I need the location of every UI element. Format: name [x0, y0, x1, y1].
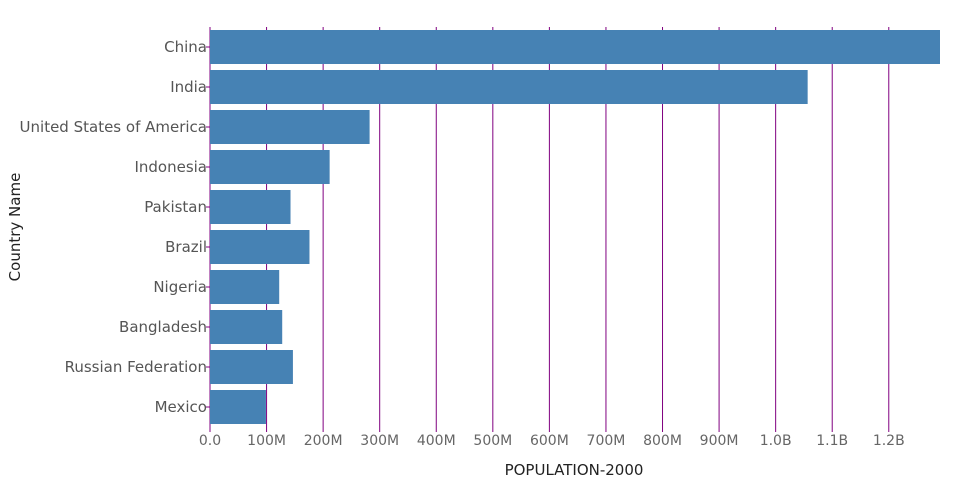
x-tick-label: 400M — [417, 433, 456, 449]
bar[interactable] — [210, 390, 266, 424]
bar[interactable] — [210, 110, 370, 144]
x-tick-label: 0.0 — [199, 433, 221, 449]
y-category-label: Nigeria — [153, 278, 207, 296]
y-category-label: India — [170, 78, 207, 96]
x-tick-label: 900M — [700, 433, 739, 449]
x-tick-label: 800M — [643, 433, 682, 449]
bar[interactable] — [210, 190, 291, 224]
x-tick-label: 600M — [530, 433, 569, 449]
x-tick-label: 1.2B — [873, 433, 905, 449]
x-tick-label: 200M — [304, 433, 343, 449]
bar[interactable] — [210, 70, 808, 104]
bar[interactable] — [210, 230, 310, 264]
x-axis-title: POPULATION-2000 — [505, 461, 644, 479]
y-category-label: Pakistan — [144, 198, 207, 216]
bar[interactable] — [210, 270, 280, 304]
bars — [210, 30, 940, 424]
x-tick-label: 500M — [473, 433, 512, 449]
y-category-label: China — [164, 38, 207, 56]
x-tick-label: 100M — [247, 433, 286, 449]
y-category-label: Mexico — [155, 398, 207, 416]
y-category-label: Brazil — [165, 238, 207, 256]
y-category-label: United States of America — [20, 118, 207, 136]
y-axis-title: Country Name — [6, 173, 24, 282]
x-tick-label: 1.1B — [816, 433, 848, 449]
y-category-label: Bangladesh — [119, 318, 207, 336]
bar[interactable] — [210, 150, 330, 184]
bar[interactable] — [210, 350, 293, 384]
x-axis-ticks: 0.0 100M 200M 300M 400M 500M 600M 700M 800M 900M 1… — [199, 427, 905, 449]
bar[interactable] — [210, 30, 940, 64]
x-tick-label: 300M — [360, 433, 399, 449]
bar[interactable] — [210, 310, 283, 344]
y-axis-category-labels: China India United States of America Indone… — [20, 38, 210, 416]
y-category-label: Russian Federation — [65, 358, 207, 376]
x-tick-label: 1.0B — [760, 433, 792, 449]
y-category-label: Indonesia — [134, 158, 207, 176]
x-tick-label: 700M — [587, 433, 626, 449]
